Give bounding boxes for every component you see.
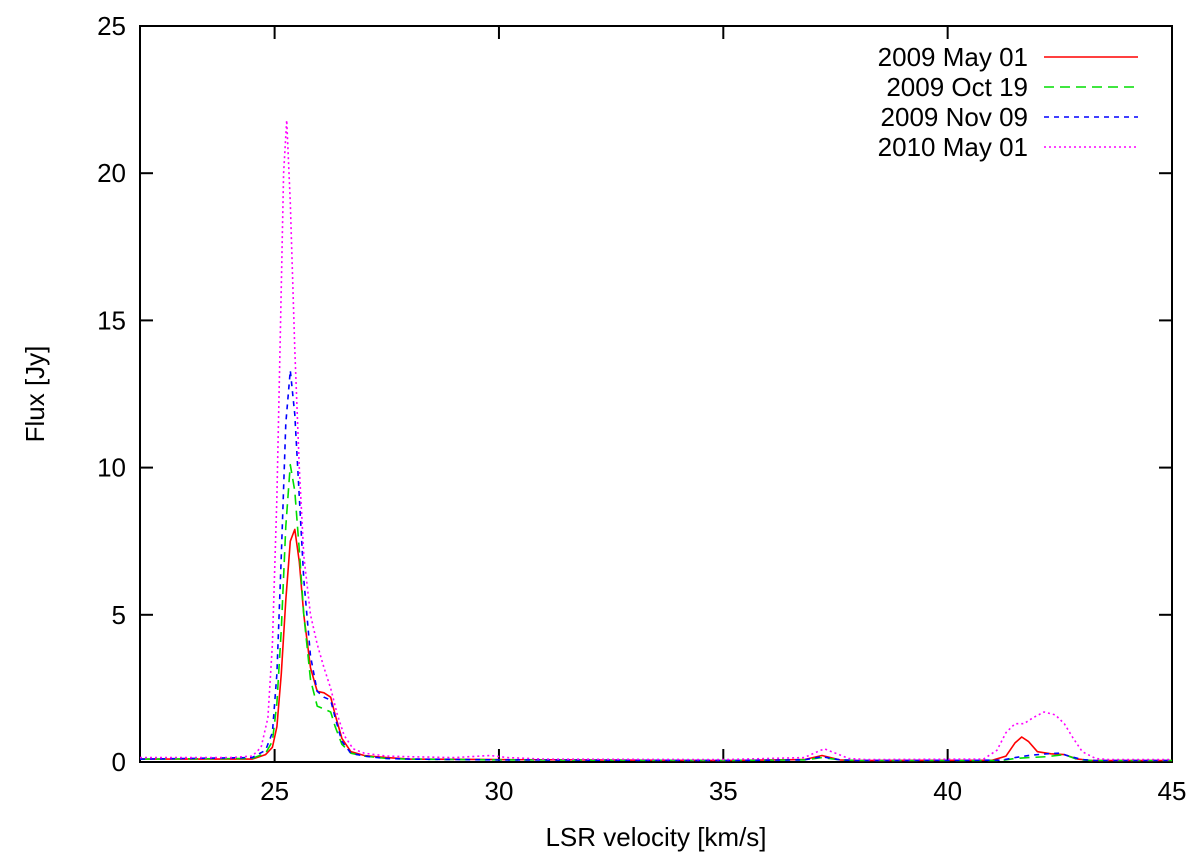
y-tick-label: 20 [97,158,126,188]
y-tick-label: 15 [97,305,126,335]
legend-label-3: 2009 Nov 09 [881,102,1028,132]
y-tick-label: 10 [97,453,126,483]
x-tick-label: 45 [1158,776,1187,806]
legend-label-1: 2009 May 01 [878,42,1028,72]
y-tick-label: 25 [97,11,126,41]
y-axis-label: Flux [Jy] [20,346,50,443]
plot-frame [139,25,1173,763]
y-tick-label: 5 [112,600,126,630]
x-tick-label: 40 [933,776,962,806]
legend-label-2: 2009 Oct 19 [886,72,1028,102]
legend-label-4: 2010 May 01 [878,132,1028,162]
y-tick-label: 0 [112,747,126,777]
x-tick-label: 30 [484,776,513,806]
axis-ticks: 25 30 35 40 45 0 5 10 15 20 25 [97,11,1186,806]
series-line-1 [140,528,1172,762]
x-tick-label: 35 [709,776,738,806]
series-line-3 [139,369,1172,762]
series-layer [139,119,1172,762]
series-line-4 [140,119,1172,761]
x-tick-label: 25 [260,776,289,806]
x-axis-label: LSR velocity [km/s] [545,822,766,852]
series-line-2 [139,463,1172,762]
